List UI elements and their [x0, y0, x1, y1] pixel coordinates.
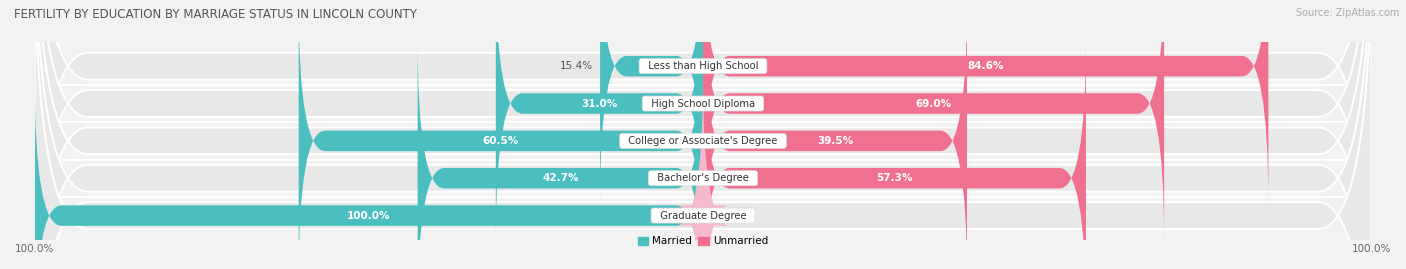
Text: 84.6%: 84.6%	[967, 61, 1004, 71]
Text: 31.0%: 31.0%	[581, 98, 617, 108]
FancyBboxPatch shape	[418, 39, 703, 269]
FancyBboxPatch shape	[35, 0, 1371, 269]
Text: Bachelor's Degree: Bachelor's Degree	[651, 173, 755, 183]
Text: Less than High School: Less than High School	[641, 61, 765, 71]
FancyBboxPatch shape	[298, 2, 703, 269]
FancyBboxPatch shape	[703, 0, 1268, 205]
Text: Source: ZipAtlas.com: Source: ZipAtlas.com	[1295, 8, 1399, 18]
Text: 15.4%: 15.4%	[560, 61, 593, 71]
FancyBboxPatch shape	[35, 0, 1371, 269]
FancyBboxPatch shape	[703, 39, 1085, 269]
FancyBboxPatch shape	[703, 0, 1164, 243]
Text: 39.5%: 39.5%	[817, 136, 853, 146]
Text: 100.0%: 100.0%	[347, 211, 391, 221]
FancyBboxPatch shape	[35, 76, 703, 269]
Text: 57.3%: 57.3%	[876, 173, 912, 183]
Text: Graduate Degree: Graduate Degree	[654, 211, 752, 221]
Text: College or Associate's Degree: College or Associate's Degree	[623, 136, 783, 146]
FancyBboxPatch shape	[703, 2, 967, 269]
FancyBboxPatch shape	[496, 0, 703, 243]
Text: 69.0%: 69.0%	[915, 98, 952, 108]
FancyBboxPatch shape	[35, 0, 1371, 269]
Text: High School Diploma: High School Diploma	[645, 98, 761, 108]
FancyBboxPatch shape	[676, 76, 730, 269]
Legend: Married, Unmarried: Married, Unmarried	[634, 232, 772, 250]
Text: 42.7%: 42.7%	[543, 173, 578, 183]
Text: FERTILITY BY EDUCATION BY MARRIAGE STATUS IN LINCOLN COUNTY: FERTILITY BY EDUCATION BY MARRIAGE STATU…	[14, 8, 418, 21]
Text: 0.0%: 0.0%	[710, 211, 735, 221]
FancyBboxPatch shape	[35, 0, 1371, 269]
FancyBboxPatch shape	[35, 0, 1371, 269]
FancyBboxPatch shape	[600, 0, 703, 205]
Text: 60.5%: 60.5%	[482, 136, 519, 146]
